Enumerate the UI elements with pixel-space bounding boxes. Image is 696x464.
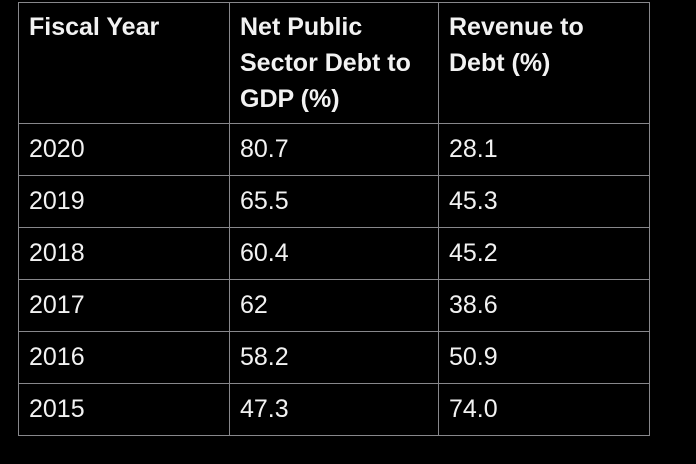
cell-fiscal-year: 2018	[18, 227, 230, 280]
cell-fiscal-year: 2016	[18, 331, 230, 384]
table-row: 2019 65.5 45.3	[18, 175, 650, 228]
cell-fiscal-year: 2015	[18, 383, 230, 436]
cell-debt-to-gdp: 58.2	[229, 331, 439, 384]
column-header-debt-to-gdp: Net Public Sector Debt to GDP (%)	[229, 2, 439, 124]
header-line: Fiscal Year	[29, 13, 160, 41]
header-line: Revenue to	[449, 13, 584, 41]
cell-fiscal-year: 2020	[18, 123, 230, 176]
cell-revenue-to-debt: 45.2	[438, 227, 650, 280]
cell-debt-to-gdp: 65.5	[229, 175, 439, 228]
column-header-revenue-to-debt: Revenue to Debt (%)	[438, 2, 650, 124]
cell-fiscal-year: 2019	[18, 175, 230, 228]
table-row: 2017 62 38.6	[18, 279, 650, 332]
table-row: 2016 58.2 50.9	[18, 331, 650, 384]
header-line: GDP (%)	[240, 85, 340, 113]
header-line: Net Public	[240, 13, 363, 41]
fiscal-debt-table: Fiscal Year Net Public Sector Debt to GD…	[18, 2, 650, 436]
header-row: Fiscal Year Net Public Sector Debt to GD…	[18, 2, 650, 124]
cell-revenue-to-debt: 38.6	[438, 279, 650, 332]
cell-debt-to-gdp: 47.3	[229, 383, 439, 436]
cell-debt-to-gdp: 80.7	[229, 123, 439, 176]
table-row: 2018 60.4 45.2	[18, 227, 650, 280]
column-header-fiscal-year: Fiscal Year	[18, 2, 230, 124]
table-row: 2015 47.3 74.0	[18, 383, 650, 436]
cell-revenue-to-debt: 28.1	[438, 123, 650, 176]
cell-debt-to-gdp: 62	[229, 279, 439, 332]
cell-revenue-to-debt: 74.0	[438, 383, 650, 436]
cell-revenue-to-debt: 50.9	[438, 331, 650, 384]
cell-revenue-to-debt: 45.3	[438, 175, 650, 228]
header-line: Debt (%)	[449, 49, 551, 77]
cell-fiscal-year: 2017	[18, 279, 230, 332]
header-line: Sector Debt to	[240, 49, 411, 77]
table-row: 2020 80.7 28.1	[18, 123, 650, 176]
cell-debt-to-gdp: 60.4	[229, 227, 439, 280]
